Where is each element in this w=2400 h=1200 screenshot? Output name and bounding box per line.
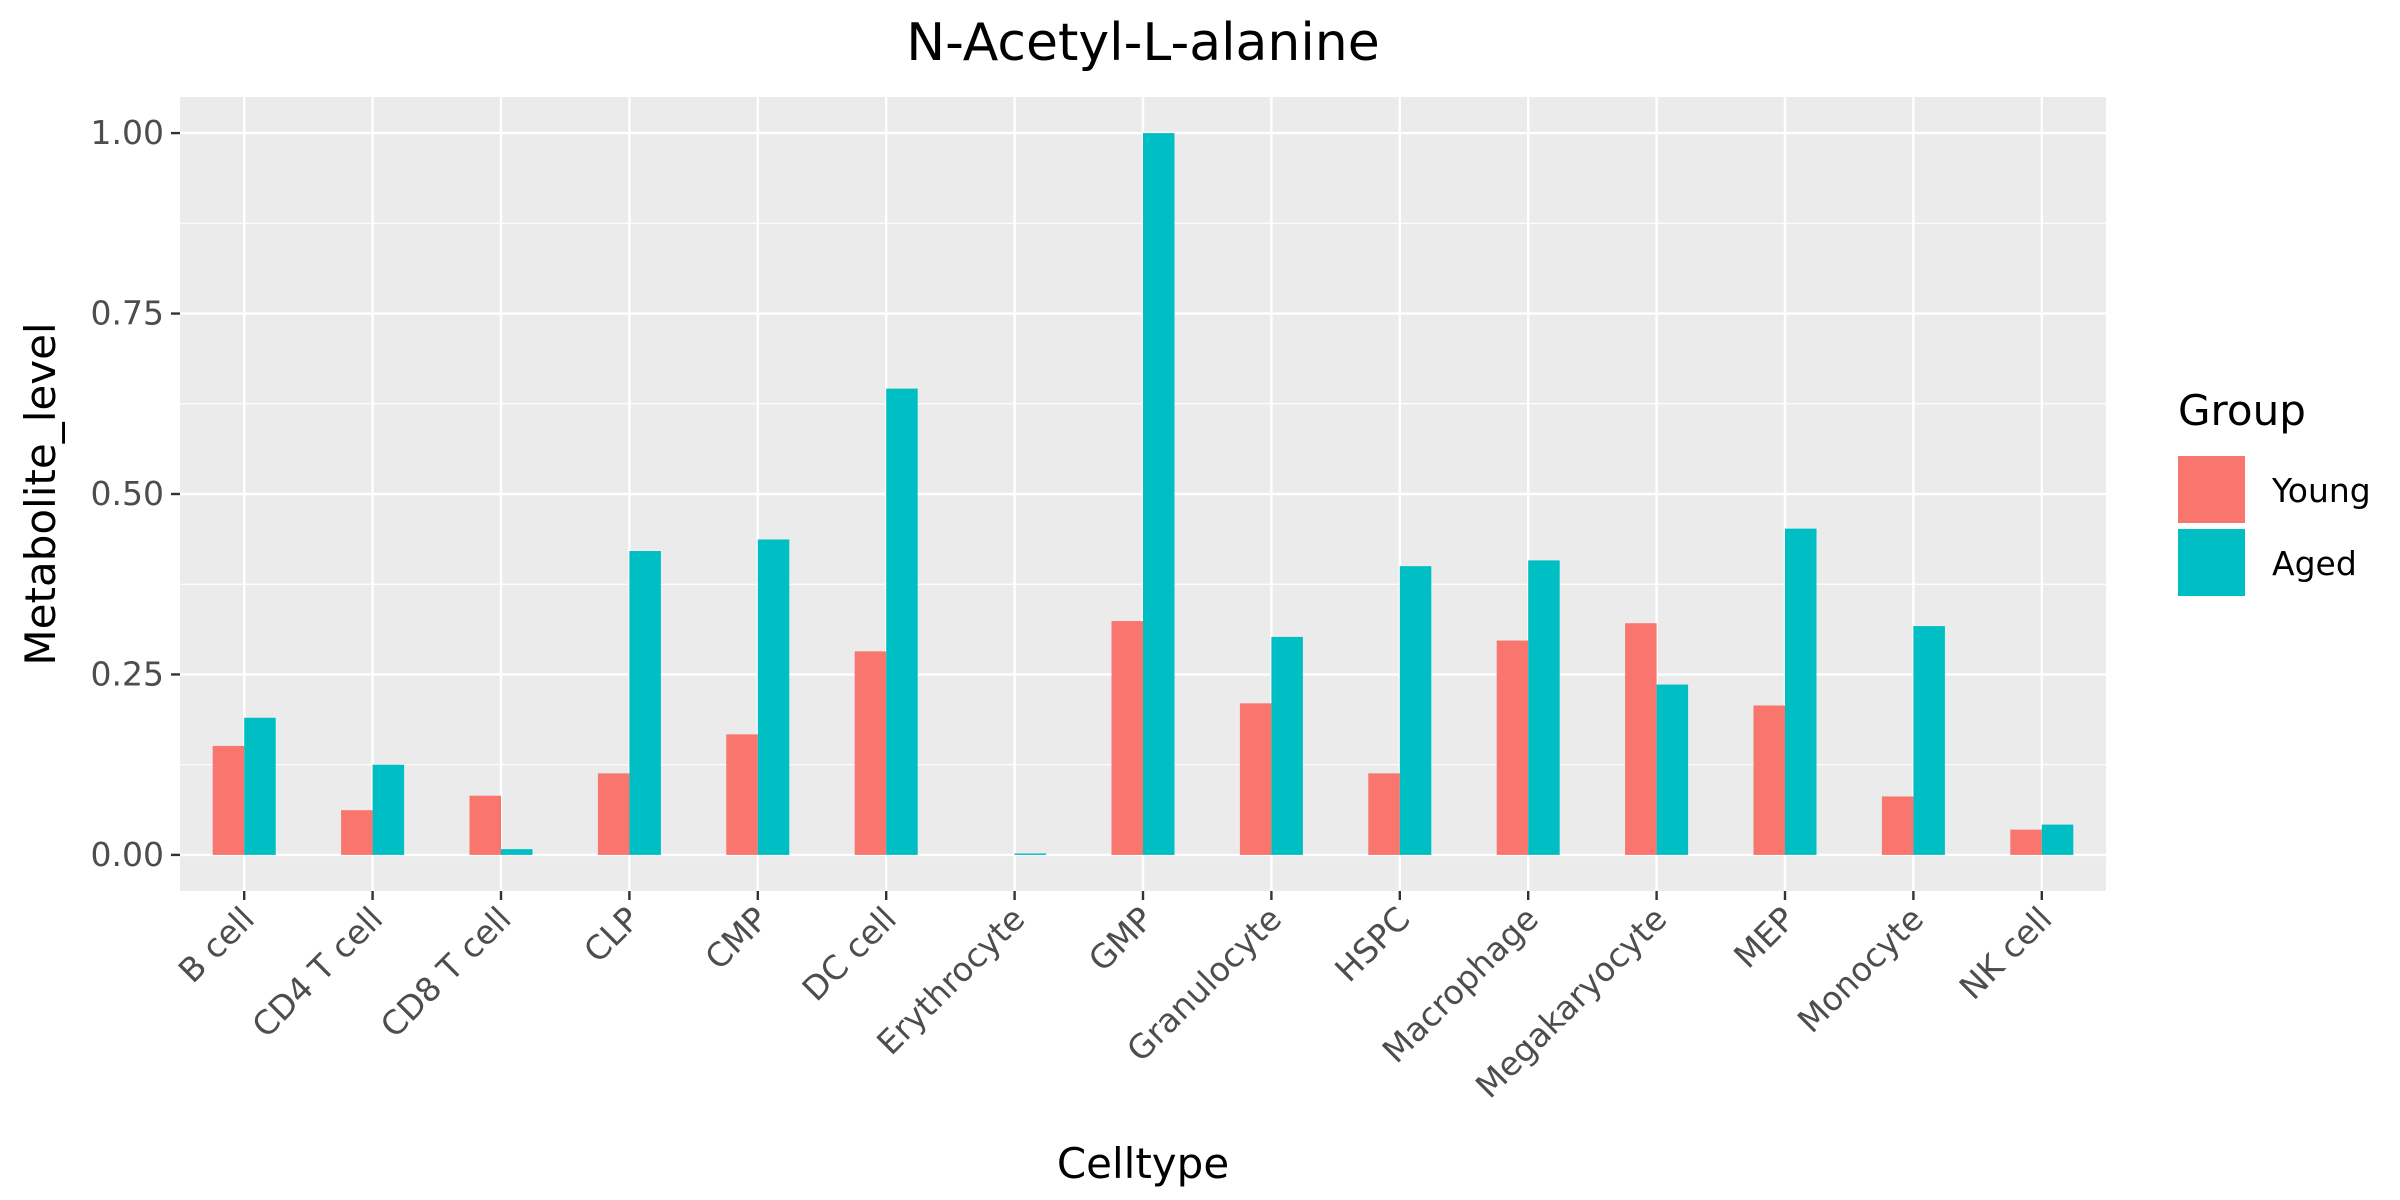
legend-key-young (2178, 456, 2245, 523)
legend: Group Young Aged (2178, 386, 2371, 596)
bar-young (1368, 773, 1400, 855)
x-tick-label: B cell (171, 899, 262, 990)
bar-young (1239, 703, 1272, 855)
bar-young (1111, 621, 1143, 855)
bar-young (726, 734, 758, 855)
legend-label-young: Young (2271, 471, 2371, 510)
x-tick-label: HSPC (1327, 899, 1417, 989)
y-tick-label: 0.50 (91, 474, 164, 513)
y-tick-label: 0.00 (91, 835, 164, 874)
x-tick-label: Monocyte (1790, 899, 1931, 1040)
bar-aged (1014, 853, 1047, 855)
bar-aged (244, 717, 276, 855)
y-axis-title: Metabolite_level (16, 322, 65, 665)
bar-young (1625, 623, 1657, 855)
x-tick-label: GMP (1081, 899, 1161, 979)
bar-aged (1399, 566, 1432, 855)
bar-aged (1528, 560, 1560, 855)
bars (212, 133, 2074, 855)
bar-young (597, 773, 630, 855)
x-tick-label: CD4 T cell (244, 899, 390, 1045)
bar-young (469, 795, 501, 855)
bar-young (1881, 796, 1914, 855)
bar-aged (2041, 824, 2074, 855)
bar-aged (1785, 528, 1817, 855)
y-tick-label: 1.00 (91, 113, 164, 152)
bar-aged (372, 764, 405, 855)
bar-young (1753, 705, 1785, 855)
bar-young (1496, 640, 1529, 855)
bar-aged (629, 551, 661, 855)
legend-title: Group (2178, 386, 2306, 435)
legend-label-aged: Aged (2272, 544, 2357, 583)
x-tick-label: DC cell (794, 899, 903, 1008)
x-tick-label: CMP (697, 899, 775, 977)
x-tick-label: CD8 T cell (373, 899, 519, 1045)
y-axis: 0.00 0.25 0.50 0.75 1.00 (91, 113, 180, 874)
bar-young (341, 810, 373, 855)
x-axis-title: Celltype (1057, 1139, 1229, 1188)
bar-young (2010, 829, 2042, 855)
bar-aged (501, 849, 533, 855)
bar-aged (1143, 133, 1175, 855)
bar-young (212, 745, 245, 855)
y-tick-label: 0.25 (91, 654, 164, 693)
x-tick-label: NK cell (1952, 899, 2060, 1007)
x-tick-label: MEP (1726, 899, 1803, 976)
chart-title: N-Acetyl-L-alanine (906, 13, 1379, 73)
bar-aged (1913, 626, 1945, 855)
x-tick-label: CLP (576, 899, 647, 970)
legend-key-aged (2178, 529, 2245, 596)
bar-aged (1271, 636, 1303, 855)
y-tick-label: 0.75 (91, 294, 164, 333)
bar-aged (757, 539, 790, 855)
bar-aged (1656, 684, 1689, 855)
bar-young (854, 651, 887, 855)
bar-aged (886, 388, 918, 855)
